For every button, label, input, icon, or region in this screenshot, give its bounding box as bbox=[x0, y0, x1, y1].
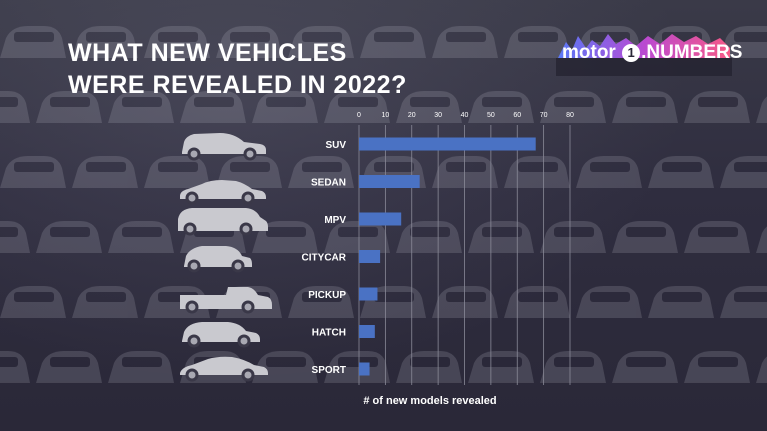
title-line-2: WERE REVEALED IN 2022? bbox=[68, 71, 407, 99]
background-car-icon bbox=[504, 26, 570, 58]
x-tick-label: 0 bbox=[357, 112, 361, 119]
citycar-icon bbox=[184, 246, 252, 273]
category-label: CITYCAR bbox=[302, 253, 347, 264]
background-car-icon bbox=[540, 221, 606, 253]
logo-wordmark: motor 1 .NUMBERS bbox=[562, 42, 743, 63]
background-car-icon bbox=[396, 91, 462, 123]
background-car-icon bbox=[468, 91, 534, 123]
x-tick-label: 50 bbox=[487, 112, 495, 119]
background-car-icon bbox=[0, 351, 30, 383]
mpv-car-icon bbox=[178, 208, 268, 236]
background-car-icon bbox=[36, 351, 102, 383]
bar-mpv bbox=[359, 212, 402, 226]
background-car-icon bbox=[288, 26, 354, 58]
background-car-icon bbox=[648, 156, 714, 188]
x-tick-label: 20 bbox=[408, 112, 416, 119]
background-car-icon bbox=[756, 226, 767, 253]
background-car-icon bbox=[72, 156, 138, 188]
category-label: MPV bbox=[324, 215, 346, 226]
background-car-icon bbox=[108, 221, 174, 253]
background-car-icon bbox=[36, 91, 102, 123]
background-car-icon bbox=[0, 156, 66, 188]
background-car-icon bbox=[756, 96, 767, 123]
background-car-icon bbox=[396, 221, 462, 253]
bar-pickup bbox=[359, 287, 378, 301]
background-car-icon bbox=[108, 351, 174, 383]
background-car-icon bbox=[756, 356, 767, 383]
x-tick-label: 80 bbox=[566, 112, 574, 119]
background-car-icon bbox=[612, 221, 678, 253]
background-car-icon bbox=[432, 286, 498, 318]
background-car-icon bbox=[684, 351, 750, 383]
background-car-icon bbox=[324, 221, 390, 253]
background-car-icon bbox=[684, 221, 750, 253]
background-car-icon bbox=[72, 26, 138, 58]
background-car-icon bbox=[288, 156, 354, 188]
background-car-icon bbox=[108, 91, 174, 123]
suv-car-icon bbox=[182, 133, 266, 161]
background-car-icon bbox=[612, 91, 678, 123]
background-car-icon bbox=[396, 351, 462, 383]
background-car-icon bbox=[612, 351, 678, 383]
category-label: SEDAN bbox=[311, 178, 346, 189]
x-tick-label: 60 bbox=[513, 112, 521, 119]
category-label: PICKUP bbox=[308, 290, 346, 301]
bar-suv bbox=[359, 137, 536, 151]
logo-text-right: NUMBERS bbox=[646, 42, 743, 63]
sport-car-icon bbox=[180, 356, 268, 382]
logo-skyline-graphic bbox=[556, 34, 732, 76]
background-car-icon bbox=[648, 286, 714, 318]
background-car-icon bbox=[432, 156, 498, 188]
background-car-icon bbox=[252, 221, 318, 253]
hatch-car-icon bbox=[182, 322, 260, 348]
x-tick-label: 70 bbox=[540, 112, 548, 119]
bar-citycar bbox=[359, 250, 381, 263]
motor1-numbers-logo: motor 1 .NUMBERS bbox=[556, 28, 742, 76]
logo-one-badge: 1 bbox=[622, 44, 641, 62]
background-car-icon bbox=[504, 286, 570, 318]
background-car-icon bbox=[288, 286, 354, 318]
background-car-icon bbox=[0, 91, 30, 123]
category-label: SUV bbox=[325, 140, 346, 151]
sedan-car-icon bbox=[180, 180, 266, 205]
background-car-icon bbox=[540, 351, 606, 383]
background-car-icon bbox=[360, 26, 426, 58]
background-car-icon bbox=[576, 156, 642, 188]
bar-hatch bbox=[359, 325, 375, 338]
background-car-icon bbox=[720, 286, 767, 318]
background-car-icon bbox=[180, 91, 246, 123]
background-car-icon bbox=[0, 286, 66, 318]
background-car-icon bbox=[216, 156, 282, 188]
x-axis-label: # of new models revealed bbox=[363, 395, 497, 407]
category-label: SPORT bbox=[312, 365, 346, 376]
bar-sport bbox=[359, 362, 370, 376]
logo-text-left: motor bbox=[562, 42, 616, 63]
background-car-icon bbox=[540, 91, 606, 123]
x-tick-label: 30 bbox=[434, 112, 442, 119]
background-car-icon bbox=[720, 156, 767, 188]
bar-sedan bbox=[359, 175, 420, 188]
background-car-icon bbox=[432, 26, 498, 58]
background-car-icon bbox=[576, 286, 642, 318]
category-label: HATCH bbox=[312, 328, 346, 339]
background-car-icon bbox=[0, 221, 30, 253]
background-car-icon bbox=[324, 91, 390, 123]
background-car-icon bbox=[216, 26, 282, 58]
background-car-icon bbox=[36, 221, 102, 253]
background-car-icon bbox=[0, 26, 66, 58]
background-car-icon bbox=[144, 26, 210, 58]
background-car-icon bbox=[144, 156, 210, 188]
background-car-icon bbox=[684, 91, 750, 123]
background-car-icon bbox=[504, 156, 570, 188]
background-car-icon bbox=[252, 351, 318, 383]
pickup-truck-icon bbox=[180, 287, 272, 314]
background-car-icon bbox=[252, 91, 318, 123]
x-tick-label: 40 bbox=[461, 112, 469, 119]
title-line-1: WHAT NEW VEHICLES bbox=[68, 39, 347, 67]
x-tick-label: 10 bbox=[381, 112, 389, 119]
background-car-icon bbox=[720, 26, 767, 58]
background-car-icon bbox=[72, 286, 138, 318]
